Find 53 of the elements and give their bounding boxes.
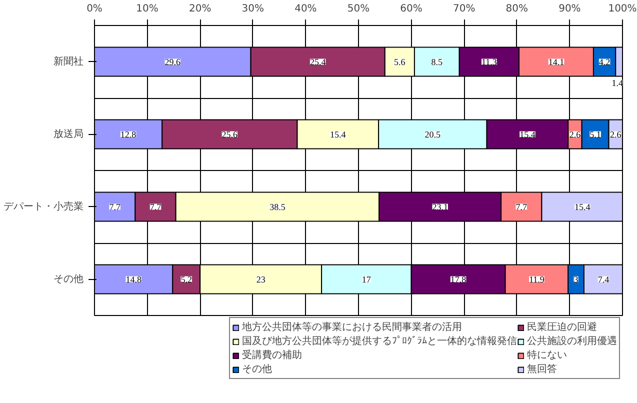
data-label: 11.3 xyxy=(481,56,498,67)
data-label: 25.6 xyxy=(222,129,238,140)
x-tick-label: 40% xyxy=(294,4,317,14)
x-tick-label: 20% xyxy=(188,4,212,14)
y-tick-label: デパート・小売業 xyxy=(4,200,84,212)
x-tick-label: 60% xyxy=(400,4,422,14)
data-label: 8.5 xyxy=(431,56,444,67)
data-label: 4.2 xyxy=(598,56,610,67)
data-label: 2.6 xyxy=(610,129,622,140)
data-label: 23 xyxy=(256,274,266,284)
data-label: 7.7 xyxy=(516,202,528,212)
x-tick-label: 50% xyxy=(347,4,370,14)
legend-label: 民業圧迫の回避 xyxy=(527,320,597,334)
x-tick-label: 70% xyxy=(452,4,476,14)
legend-label: 特にない xyxy=(527,348,567,362)
data-label: 15.4 xyxy=(574,202,591,212)
data-label: 5.6 xyxy=(394,56,406,67)
data-label: 1.4 xyxy=(612,78,624,88)
legend-label: 無回答 xyxy=(527,363,557,376)
data-label: 5.1 xyxy=(590,129,601,140)
y-tick-label: 新聞社 xyxy=(54,55,84,68)
data-label: 15.4 xyxy=(520,129,536,140)
data-label: 7.7 xyxy=(109,202,121,212)
data-label: 15.4 xyxy=(330,129,346,140)
data-label: 20.5 xyxy=(424,129,442,140)
data-label: 7.7 xyxy=(150,202,162,212)
x-tick-label: 100% xyxy=(608,4,637,14)
legend-label: 地方公共団体等の事業における民間事業者の活用 xyxy=(242,320,462,334)
data-label: 7.4 xyxy=(598,274,610,284)
x-tick-label: 80% xyxy=(506,4,528,14)
data-label: 17.8 xyxy=(450,274,467,284)
data-label: 12.8 xyxy=(120,129,137,140)
data-label: 29.6 xyxy=(164,56,182,67)
legend-label: 受講費の補助 xyxy=(242,348,302,362)
legend-label: 国及び地方公共団体等が提供するﾌﾟﾛｸﾞﾗﾑと一体的な情報発信 xyxy=(242,334,517,348)
data-label: 25.4 xyxy=(310,56,326,67)
data-label: 17 xyxy=(362,274,372,284)
x-tick-label: 90% xyxy=(558,4,581,14)
data-label: 11.9 xyxy=(528,274,545,284)
data-label: 14.1 xyxy=(548,56,564,67)
data-label: 38.5 xyxy=(270,202,286,212)
data-label: 5.2 xyxy=(180,274,192,284)
data-label: 23.1 xyxy=(432,202,448,212)
y-tick-label: 放送局 xyxy=(54,128,84,140)
data-label: 14.8 xyxy=(126,274,142,284)
data-label: 2.6 xyxy=(569,129,582,140)
x-tick-label: 30% xyxy=(242,4,264,14)
x-tick-label: 0% xyxy=(86,4,102,14)
legend-label: 公共施設の利用優遇 xyxy=(527,334,617,348)
data-label: 3 xyxy=(574,274,579,284)
y-tick-label: その他 xyxy=(54,272,84,285)
legend-label: その他 xyxy=(242,363,272,376)
x-tick-label: 10% xyxy=(136,4,158,14)
